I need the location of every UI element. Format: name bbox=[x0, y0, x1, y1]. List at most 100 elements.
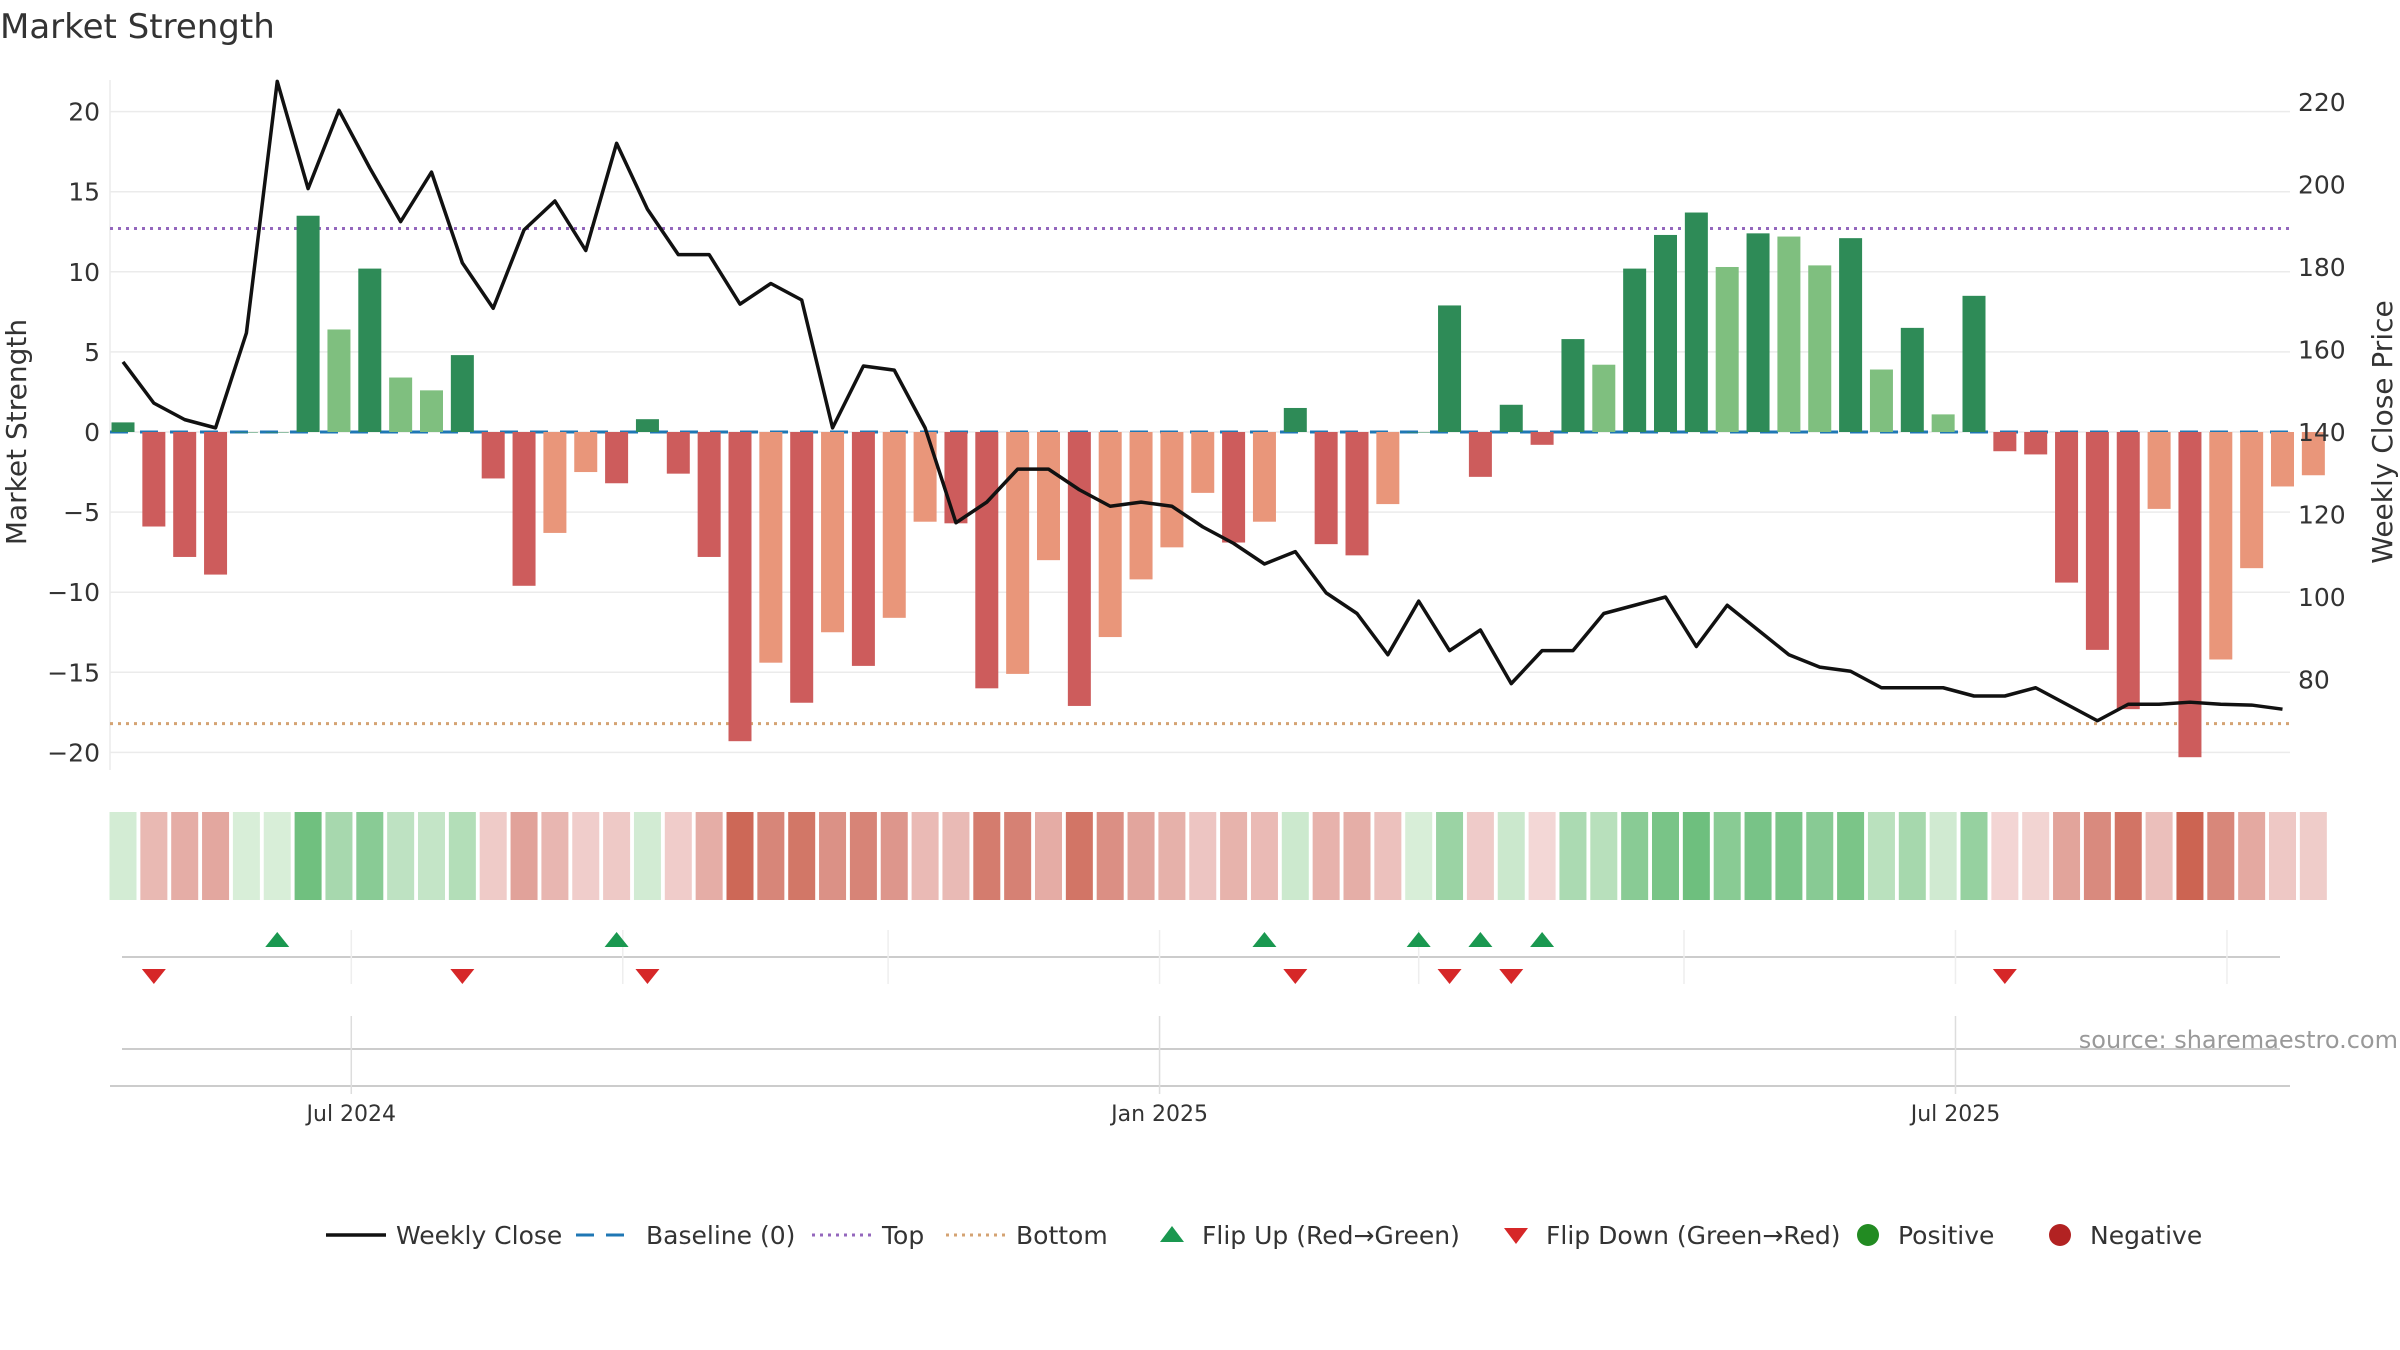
strength-bar bbox=[1993, 432, 2017, 452]
heatmap-cell bbox=[1621, 812, 1649, 900]
flip-up-marker bbox=[1406, 932, 1431, 947]
heatmap-cell bbox=[695, 812, 723, 900]
strength-bar bbox=[2271, 432, 2294, 487]
heatmap-cell bbox=[1898, 812, 1926, 900]
heatmap-cell bbox=[2299, 812, 2327, 900]
heatmap-cell bbox=[726, 812, 754, 900]
y2-tick-label: 80 bbox=[2298, 666, 2330, 695]
strength-bar bbox=[1160, 432, 1184, 548]
strength-bar bbox=[1252, 432, 1276, 522]
heatmap-cell bbox=[1035, 812, 1062, 900]
strength-bar bbox=[574, 432, 598, 473]
strength-bar bbox=[851, 432, 875, 666]
flip-down-marker bbox=[450, 969, 475, 984]
heatmap-cell bbox=[603, 812, 631, 900]
heatmap-cell bbox=[1281, 812, 1309, 900]
heatmap-cell bbox=[788, 812, 816, 900]
strength-bar bbox=[1499, 404, 1523, 432]
heatmap-cell bbox=[1960, 812, 1988, 900]
heatmap-cell bbox=[1559, 812, 1587, 900]
strength-bar bbox=[1962, 295, 1986, 432]
heatmap-cell bbox=[2022, 812, 2050, 900]
strength-bar bbox=[2240, 432, 2264, 569]
strength-bar bbox=[1314, 432, 1338, 545]
y-axis-label: Market Strength bbox=[0, 319, 33, 545]
strength-bar bbox=[2178, 432, 2202, 758]
heatmap-cell bbox=[510, 812, 538, 900]
y2-axis-label: Weekly Close Price bbox=[2366, 300, 2399, 563]
flip-up-marker bbox=[1468, 932, 1493, 947]
y-tick-label: 15 bbox=[68, 178, 100, 207]
strength-bar bbox=[234, 432, 258, 433]
strength-bar bbox=[2116, 432, 2140, 710]
strength-bar bbox=[1777, 236, 1801, 432]
strength-bar bbox=[2085, 432, 2109, 650]
strength-bar bbox=[265, 432, 289, 433]
heatmap-cell bbox=[1652, 812, 1679, 900]
heatmap-cell bbox=[2176, 812, 2204, 900]
heatmap-cell bbox=[448, 812, 476, 900]
strength-bar bbox=[1808, 265, 1832, 432]
legend-negative-swatch bbox=[2049, 1224, 2071, 1246]
heatmap-cell bbox=[263, 812, 291, 900]
strength-bar bbox=[450, 355, 474, 432]
weekly-close-line bbox=[121, 79, 2283, 723]
heatmap-cell bbox=[1744, 812, 1772, 900]
heatmap-cell bbox=[1682, 812, 1710, 900]
strength-bar bbox=[173, 432, 197, 557]
flip-down-marker bbox=[1437, 969, 1462, 984]
strength-bar bbox=[1345, 432, 1369, 556]
strength-bar bbox=[666, 432, 690, 474]
legend-label: Baseline (0) bbox=[646, 1221, 795, 1250]
strength-bar bbox=[1869, 369, 1893, 432]
strength-bar bbox=[1376, 432, 1400, 505]
y-tick-label: −10 bbox=[47, 578, 100, 607]
chart-title: Market Strength bbox=[0, 7, 275, 47]
heatmap-cell bbox=[171, 812, 199, 900]
flip-down-marker bbox=[635, 969, 660, 984]
strength-bar bbox=[1438, 305, 1462, 432]
flip-up-marker bbox=[1530, 932, 1555, 947]
y2-tick-label: 100 bbox=[2298, 583, 2346, 612]
strength-bar bbox=[635, 419, 659, 432]
heatmap-cell bbox=[911, 812, 939, 900]
heatmap-cell bbox=[140, 812, 168, 900]
strength-bar bbox=[327, 329, 351, 432]
legend-label: Top bbox=[881, 1221, 924, 1250]
heatmap-cell bbox=[1158, 812, 1186, 900]
legend-label: Positive bbox=[1898, 1221, 1994, 1250]
x-tick-label: Jul 2024 bbox=[305, 1102, 397, 1127]
strength-bar bbox=[1530, 432, 1554, 445]
strength-bar bbox=[296, 215, 320, 432]
strength-bar bbox=[1561, 339, 1585, 432]
x-tick-label: Jul 2025 bbox=[1909, 1102, 2001, 1127]
heatmap-cell bbox=[541, 812, 569, 900]
heatmap-cell bbox=[942, 812, 970, 900]
heatmap-cell bbox=[1189, 812, 1217, 900]
heatmap-cell bbox=[418, 812, 445, 900]
y2-tick-label: 120 bbox=[2298, 501, 2346, 530]
strength-bar bbox=[389, 377, 413, 432]
strength-bar bbox=[944, 432, 968, 524]
strength-bar bbox=[1684, 212, 1708, 432]
flip-down-marker bbox=[1992, 969, 2017, 984]
strength-bar bbox=[2147, 432, 2171, 509]
legend: Weekly Close Baseline (0) Top Bottom Flip Up… bbox=[326, 1221, 2202, 1250]
heatmap-cell bbox=[2145, 812, 2173, 900]
heatmap-cell bbox=[1775, 812, 1803, 900]
heatmap-cell bbox=[1405, 812, 1433, 900]
flip-down-marker bbox=[141, 969, 166, 984]
x-tick-label: Jan 2025 bbox=[1109, 1102, 1208, 1127]
strength-bar bbox=[204, 432, 228, 575]
y-axis-left: 20 15 10 5 0 −5 −10 −15 −20 bbox=[47, 98, 100, 768]
strength-bar bbox=[728, 432, 752, 742]
heatmap-cell bbox=[2207, 812, 2235, 900]
strength-bar bbox=[1623, 268, 1647, 432]
y2-tick-label: 140 bbox=[2298, 418, 2346, 447]
heatmap-cell bbox=[819, 812, 847, 900]
heatmap-cell bbox=[325, 812, 353, 900]
heatmap-cell bbox=[572, 812, 600, 900]
strength-bar bbox=[1067, 432, 1091, 706]
strength-bar bbox=[697, 432, 721, 557]
